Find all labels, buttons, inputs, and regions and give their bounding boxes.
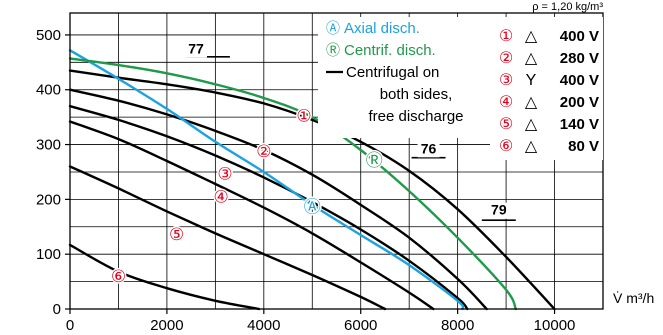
curve-marker: ③ [217,165,232,184]
x-tick-label: 4000 [247,317,280,334]
curve-layer [68,49,556,311]
efficiency-label-bg [417,141,440,158]
legend: Ⓐ Axial disch.Ⓡ Centrif. disch. Centrifugal… [326,20,464,125]
series-line-4 [68,120,435,311]
legend-label: Axial disch. [344,20,420,37]
series-line-a [68,49,465,311]
series-line-r [68,57,517,311]
efficiency-label: 77 [188,41,204,57]
voltage-value: 280 V [560,50,599,67]
plot-frame [69,12,604,310]
density-note: ρ = 1,20 kg/m³ [532,1,603,13]
efficiency-label-bg [487,202,510,219]
voltage-number: ⑥ [499,138,513,155]
connection-symbol: △ [525,28,538,45]
curve-marker: Ⓐ [304,197,321,216]
connection-symbol: △ [525,94,538,111]
voltage-number: ① [499,28,513,45]
legend-symbol: Ⓡ [326,42,340,58]
efficiency-label: 79 [491,202,507,218]
voltage-value: 400 V [560,72,599,89]
connection-symbol: △ [525,50,538,67]
voltage-number: ④ [499,94,513,111]
voltage-value: 200 V [560,94,599,111]
tick-layer: 0 2000 4000 6000 8000 10000 0 100 200 300 400 500 [36,27,575,334]
y-tick-label: 0 [53,301,61,318]
voltage-number: ⑤ [499,116,513,133]
series-line-1 [68,69,556,311]
connection-symbol: △ [525,116,538,133]
curve-marker: ④ [214,188,229,207]
x-tick-label: 2000 [150,317,183,334]
series-line-5 [68,165,387,311]
legend-label: both sides, [380,86,453,103]
curve-marker: ⑤ [169,225,184,244]
curve-marker: ⑥ [111,267,126,286]
voltage-value: 140 V [560,116,599,133]
legend-background [318,17,490,138]
curve-marker: ① [296,107,311,126]
connection-symbol: Y [526,72,537,89]
y-tick-label: 100 [36,246,61,263]
y-tick-label: 300 [36,137,61,154]
y-tick-label: 500 [36,27,61,44]
voltage-number: ③ [499,72,513,89]
x-axis-label: V̇ m³/h [613,290,654,306]
connection-symbol: △ [525,138,538,155]
voltage-number: ② [499,50,513,67]
voltage-legend: ① △ 400 V ② △ 280 V ③ Y 400 V ④ △ 200 V ⑤ △ 140 V ⑥ △ 80 … [499,28,599,155]
efficiency-label-bg [184,41,207,58]
voltage-value: 400 V [560,28,599,45]
series-line-6 [68,243,261,311]
legend-label: Centrif. disch. [344,42,436,59]
y-tick-label: 200 [36,191,61,208]
curve-marker: Ⓡ [366,151,383,170]
x-tick-label: 6000 [344,317,377,334]
curve-marker: ② [256,142,271,161]
curve-markers: ① ② ③ ④ ⑤ ⑥ Ⓐ Ⓡ [109,105,384,288]
legend-label: Centrifugal on [346,64,439,81]
legend-label: free discharge [368,108,463,125]
y-tick-label: 400 [36,82,61,99]
voltage-value: 80 V [568,138,599,155]
series-line-2 [68,88,488,311]
x-tick-label: 10000 [534,317,576,334]
voltage-legend-background [490,17,603,160]
efficiency-label: 76 [421,140,437,156]
x-tick-label: 0 [66,317,74,334]
legend-symbol: Ⓐ [326,20,340,36]
x-tick-label: 8000 [441,317,474,334]
